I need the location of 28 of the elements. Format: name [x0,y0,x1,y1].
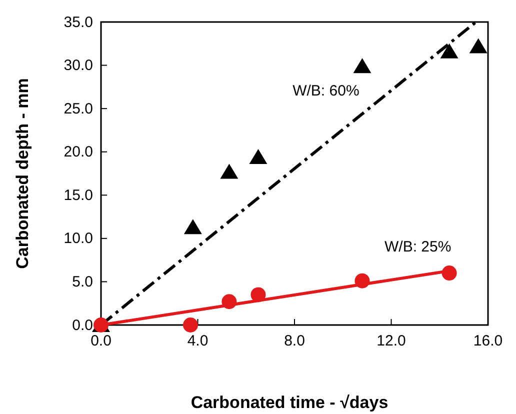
x-axis-title: Carbonated time - √days [190,393,388,412]
point [249,149,268,164]
x-tick-label: 8.0 [284,332,305,350]
y-tick-label: 35.0 [64,14,93,31]
point [250,287,266,302]
series-label: W/B: 60% [292,82,360,100]
point [354,273,370,288]
point [182,318,198,332]
x-tick-label: 16.0 [473,332,503,350]
point [184,219,202,234]
point [220,164,238,179]
y-tick-label: 25.0 [64,100,93,118]
y-tick-label: 5.0 [72,274,93,291]
y-tick-label: 30.0 [64,57,93,74]
y-tick-label: 0.0 [72,316,93,334]
x-tick-label: 0.0 [90,332,112,350]
point [440,43,458,58]
point [353,58,372,74]
series-label: W/B: 25% [384,238,452,256]
point [469,38,488,54]
point [222,294,237,310]
point [442,266,457,281]
y-tick-label: 10.0 [64,230,93,248]
x-tick-label: 4.0 [187,332,208,350]
y-tick-label: 15.0 [64,186,93,204]
y-axis-title: Carbonated depth - mm [13,78,32,269]
y-tick-label: 20.0 [64,144,93,161]
x-tick-label: 12.0 [376,332,406,350]
